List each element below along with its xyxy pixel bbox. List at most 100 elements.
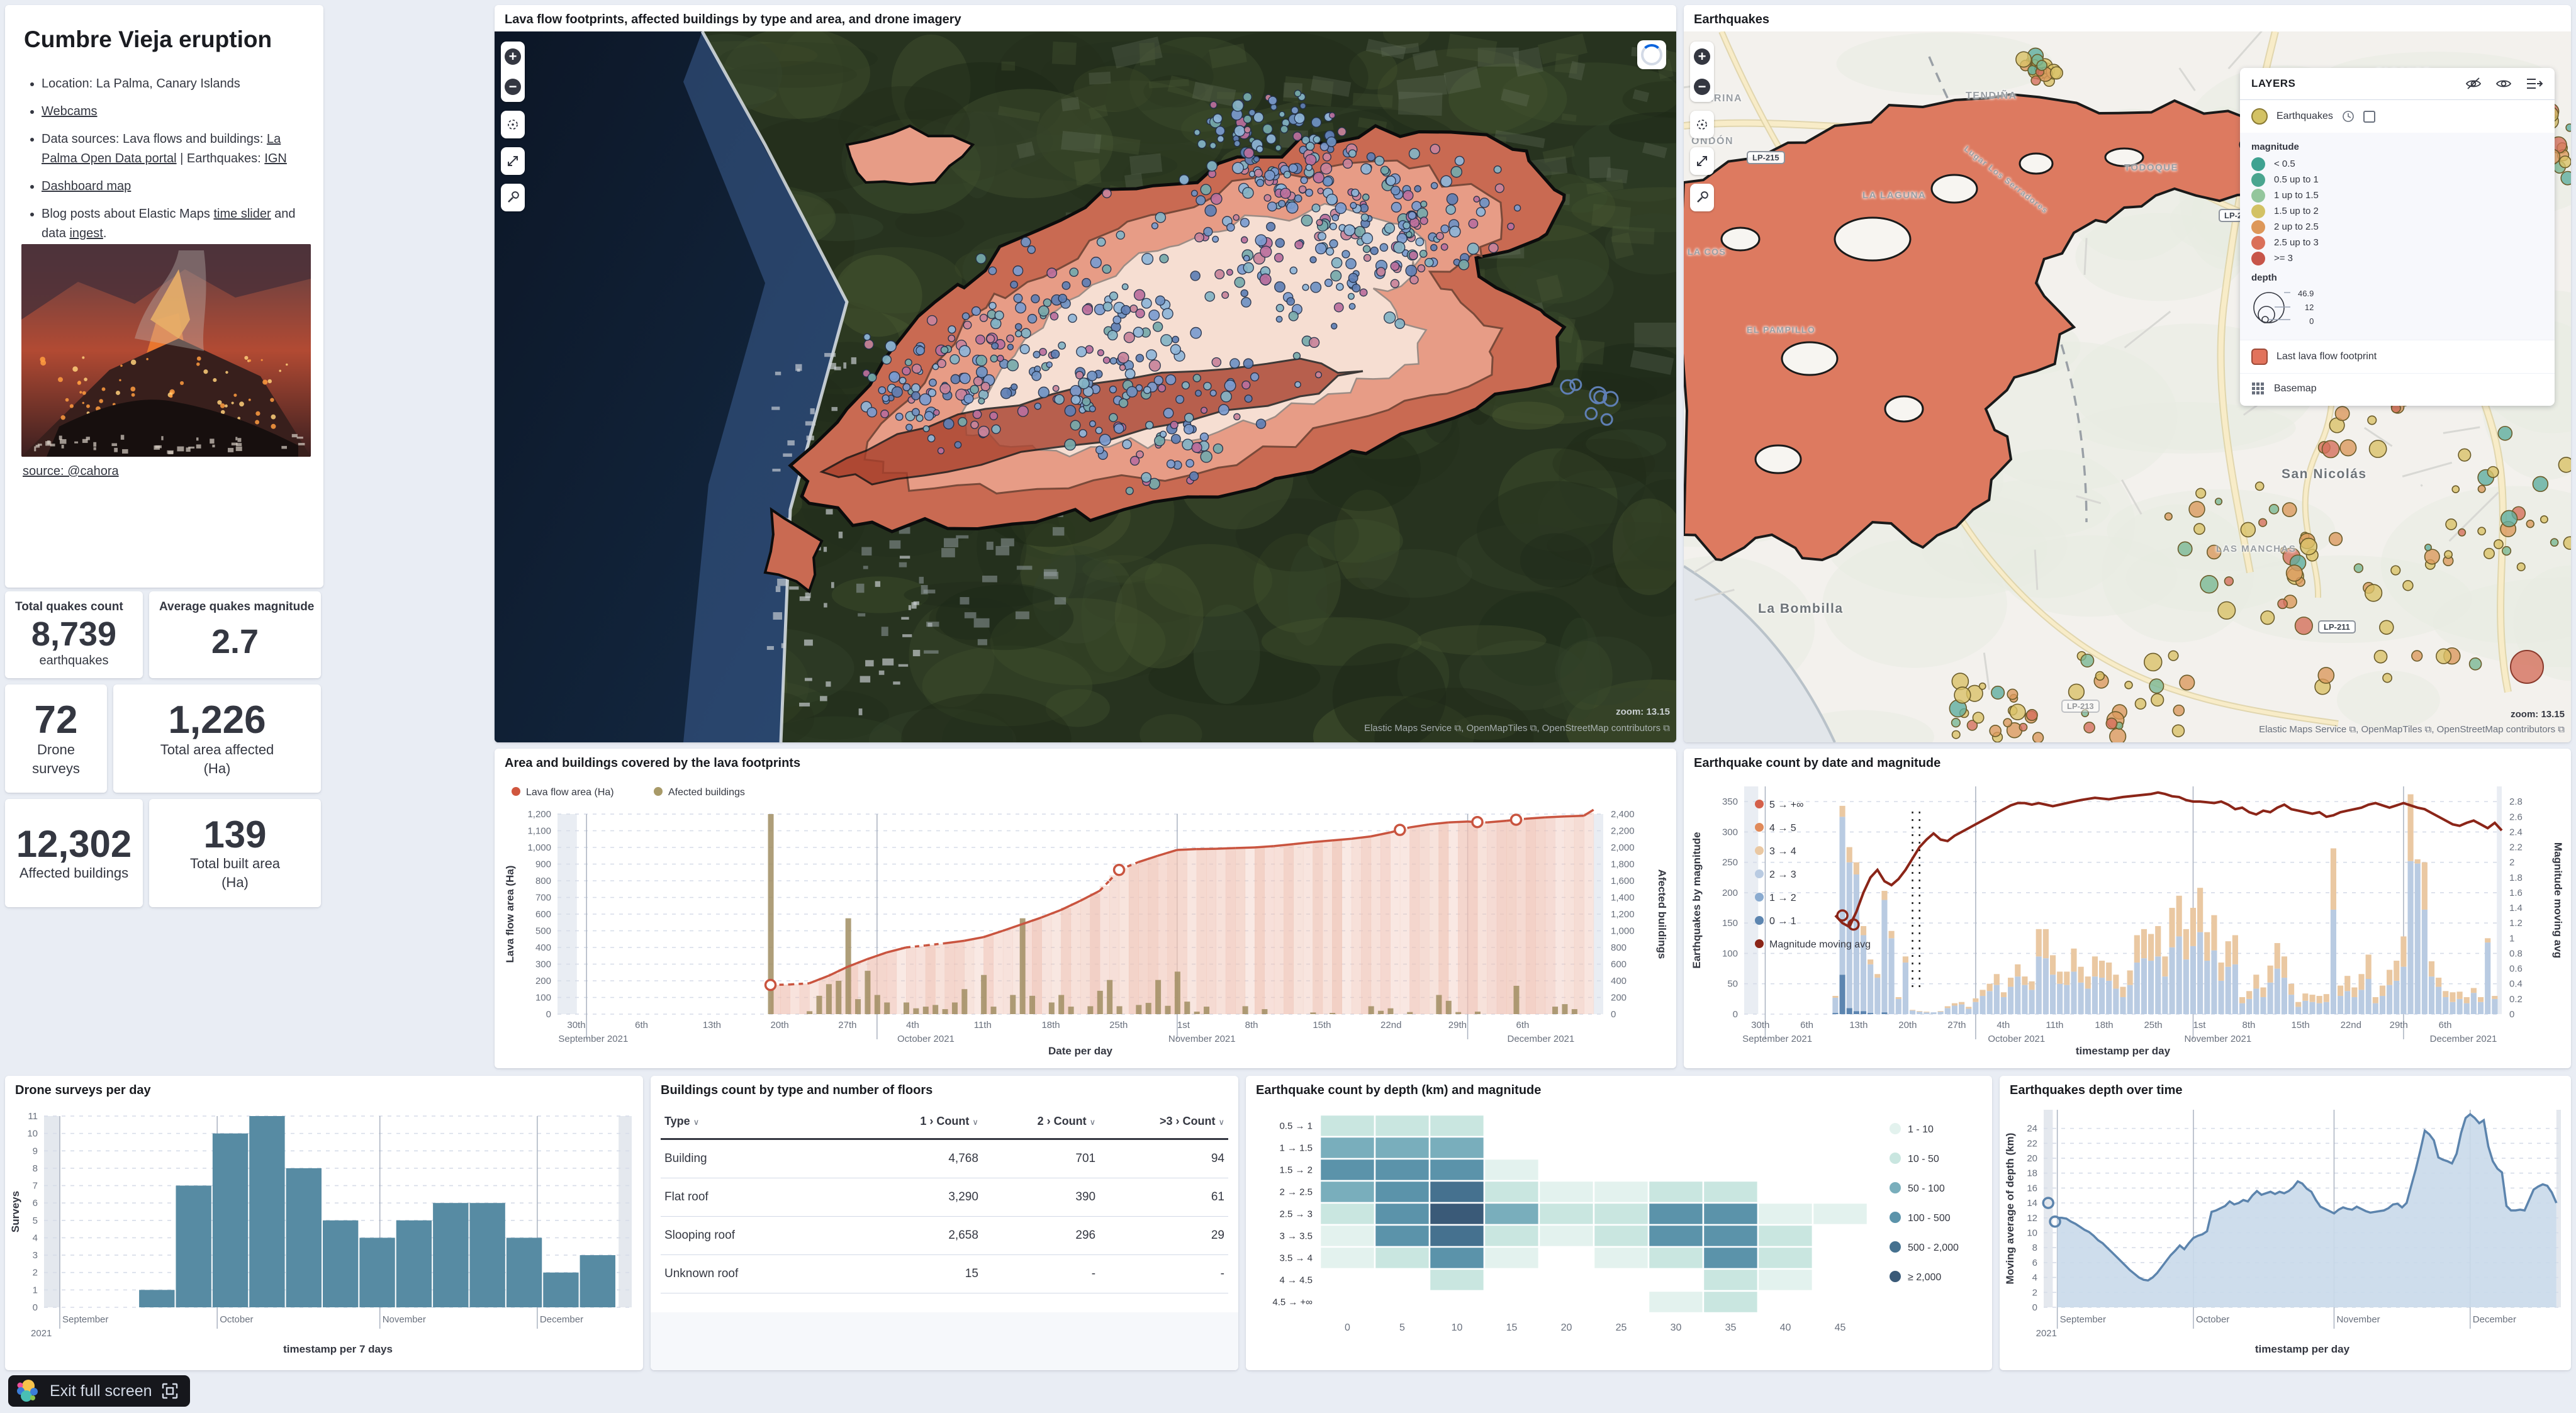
svg-text:20: 20 [2027,1153,2037,1164]
zoom-in-button[interactable]: + [505,48,521,65]
heatmap-cell [1812,1114,1869,1138]
svg-text:0.6: 0.6 [2509,964,2523,975]
svg-text:4 → 5: 4 → 5 [1769,823,1796,834]
zoom-out-button[interactable]: − [505,79,521,95]
exit-full-screen-button[interactable]: Exit full screen [8,1375,190,1407]
table-column-header[interactable]: >3 › Count ∨ [1099,1105,1228,1140]
heatmap-cell [1702,1202,1759,1226]
svg-text:0: 0 [2509,1009,2514,1020]
zoom-out-button[interactable]: − [1694,79,1710,95]
heatmap-cell [1319,1136,1376,1160]
map-attribution[interactable]: Elastic Maps Service ⧉, OpenMapTiles ⧉, … [2259,724,2565,735]
road-shield-label: LP-213 [2061,700,2100,713]
svg-text:200: 200 [1722,888,1738,898]
table-row[interactable]: Slooping roof 2,658 296 29 [661,1216,1228,1255]
heatmap-cell [1812,1246,1869,1270]
heatmap-cell [1593,1246,1650,1270]
svg-text:5: 5 [33,1215,38,1226]
table-empty-area [651,1312,1238,1370]
lava-map[interactable]: + − zoom: 13.15 Elastic Maps Service ⧉, O… [495,31,1676,742]
svg-text:2: 2 [33,1268,38,1278]
tools-button[interactable] [501,184,525,211]
svg-text:4 → 4.5: 4 → 4.5 [1279,1275,1313,1286]
svg-text:13th: 13th [1849,1020,1868,1030]
heatmap-cell [1319,1202,1376,1226]
svg-text:Lava flow area (Ha): Lava flow area (Ha) [504,866,516,963]
svg-text:400: 400 [535,942,551,953]
svg-text:November 2021: November 2021 [2184,1034,2251,1044]
svg-text:Earthquakes by magnitude: Earthquakes by magnitude [1691,832,1703,968]
svg-text:Afected buildings: Afected buildings [668,787,745,798]
inline-link[interactable]: IGN [264,152,287,165]
drone-surveys-chart-panel: Drone surveys per day 0 1 2 3 4 5 6 7 8 9 10 11 Sept… [5,1076,643,1370]
layer-row-basemap[interactable]: Basemap [2240,373,2555,406]
collapse-layers-icon[interactable] [2526,77,2543,91]
heatmap-cell [1374,1268,1431,1292]
quake-count-chart-panel: Earthquake count by date and magnitude 0… [1684,749,2571,1068]
inline-link[interactable]: Dashboard map [42,179,132,193]
inline-link[interactable]: La Palma Open Data portal [42,132,281,165]
locate-button[interactable] [1690,111,1714,138]
zoom-in-button[interactable]: + [1694,48,1710,65]
earthquakes-map[interactable]: MARINAANONDÓNTENDIÑATACANDELA LAGUNATODO… [1684,31,2571,742]
heatmap-cell [1812,1290,1869,1314]
svg-text:0: 0 [1733,1009,1738,1020]
svg-text:1st: 1st [1177,1020,1190,1030]
svg-text:1,200: 1,200 [1611,909,1635,920]
inline-link[interactable]: Webcams [42,104,98,118]
hide-all-layers-icon[interactable] [2465,77,2482,91]
heatmap-cell [1538,1202,1595,1226]
heatmap-cell [1374,1246,1431,1270]
table-column-header[interactable]: 1 › Count ∨ [865,1105,982,1140]
table-column-header[interactable]: Type ∨ [661,1105,865,1140]
svg-text:25th: 25th [2144,1020,2162,1030]
photo-source-link[interactable]: source: @cahora [23,464,119,478]
heatmap-cell [1319,1114,1376,1138]
map-place-label: LA LAGUNA [1862,190,1927,201]
heatmap-cell [1428,1180,1486,1204]
svg-text:20: 20 [1561,1322,1572,1333]
layer-row-lava-footprint[interactable]: Last lava flow footprint [2240,340,2555,373]
svg-text:8th: 8th [1245,1020,1258,1030]
heatmap-cell [1647,1268,1705,1292]
layer-checkbox[interactable] [2363,110,2375,123]
svg-text:0: 0 [546,1009,551,1020]
svg-text:≥ 2,000: ≥ 2,000 [1908,1272,1941,1283]
magnitude-swatch [2251,188,2265,203]
table-row[interactable]: Building 4,768 701 94 [661,1139,1228,1178]
svg-text:2.5 → 3: 2.5 → 3 [1279,1209,1313,1220]
table-row[interactable]: Unknown roof 15- - [661,1254,1228,1293]
tools-button[interactable] [1690,184,1714,211]
locate-button[interactable] [501,111,525,138]
map-attribution[interactable]: Elastic Maps Service ⧉, OpenMapTiles ⧉, … [1364,723,1670,734]
svg-text:2.4: 2.4 [2509,827,2523,837]
inline-link[interactable]: time slider [213,207,271,221]
map-place-label: La Bombilla [1758,601,1844,616]
heatmap-cell [1483,1268,1540,1292]
heatmap-cell [1483,1114,1540,1138]
svg-text:1,000: 1,000 [527,842,551,853]
heatmap-cell [1647,1158,1705,1182]
layer-row-earthquakes[interactable]: Earthquakes [2240,100,2555,133]
measure-button[interactable] [1690,147,1714,175]
table-column-header[interactable]: 2 › Count ∨ [982,1105,1100,1140]
fullscreen-exit-icon [162,1383,177,1399]
table-row[interactable]: Flat roof 3,290 390 61 [661,1178,1228,1217]
lava-area-fill [770,812,1594,1014]
svg-text:0: 0 [33,1302,38,1313]
heatmap-cell [1593,1268,1650,1292]
svg-text:20th: 20th [771,1020,789,1030]
elastic-logo [17,1380,38,1402]
svg-text:timestamp per day: timestamp per day [2255,1343,2350,1355]
lava-map-panel: Lava flow footprints, affected buildings… [495,5,1676,742]
svg-text:22: 22 [2027,1138,2037,1149]
svg-text:15th: 15th [2292,1020,2310,1030]
measure-button[interactable] [501,147,525,175]
svg-text:6th: 6th [1516,1020,1530,1030]
metric-drone-surveys: 72 Drone surveys [5,684,107,793]
svg-text:5 → +∞: 5 → +∞ [1769,800,1804,810]
show-all-layers-icon[interactable] [2495,77,2512,91]
inline-link[interactable]: ingest [69,226,103,240]
heatmap-cell [1593,1158,1650,1182]
buildings-table-panel: Buildings count by type and number of fl… [651,1076,1238,1370]
